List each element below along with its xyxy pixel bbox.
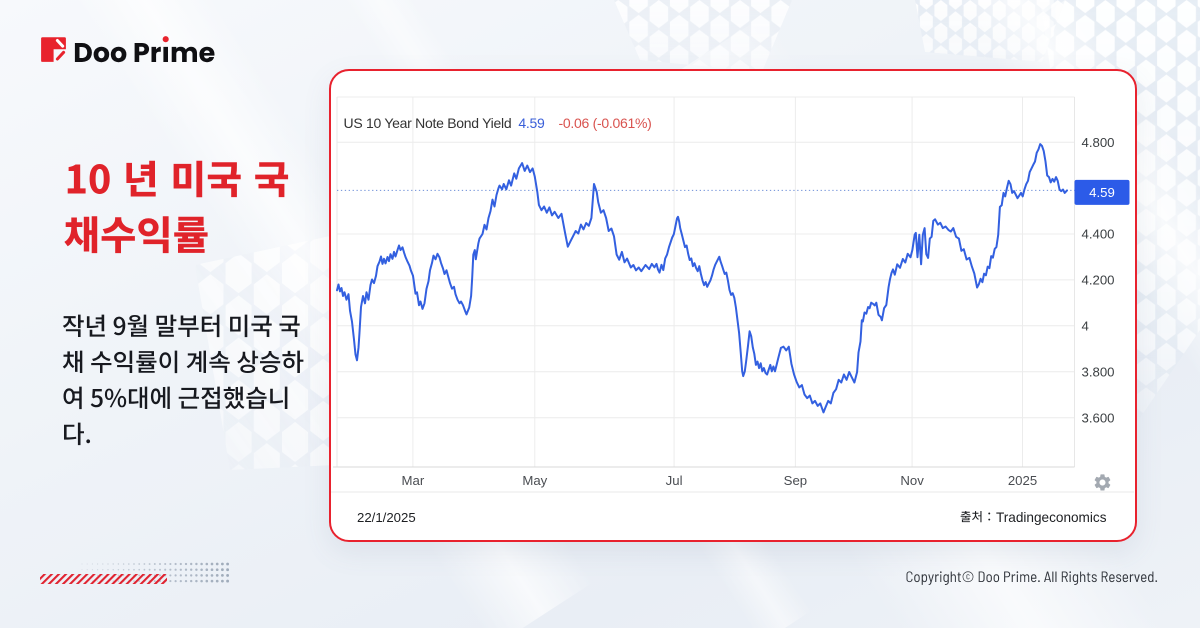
bottom-left-decoration: [40, 562, 230, 584]
chart-change: -0.06 (-0.061%): [558, 115, 652, 131]
logo-slash-white: [55, 39, 65, 48]
x-tick-label-2025: 2025: [1008, 473, 1037, 488]
headline-line-1-glyphs: [68, 160, 289, 198]
chart-title-row: US 10 Year Note Bond Yield 4.59 -0.06 (-0.…: [344, 115, 652, 131]
body-paragraph: 작년 9월 말부터 미국 국채 수익률이 계속 상승하여 5%대에 근접했습니다…: [62, 305, 322, 457]
hatched-bar: [40, 574, 167, 584]
yield-line-chart[interactable]: 4.800 4.400 4.200 4 3.800 3.600 Mar May Jul Sep No…: [331, 71, 1134, 539]
yield-line-series: [336, 143, 1068, 414]
doo-prime-logo-wordmark: [74, 36, 215, 63]
y-tick-label-4.400: 4.400: [1082, 227, 1115, 242]
headline: 10 년 미국 국 채수익률: [62, 155, 322, 267]
source-label-glyphs: [960, 510, 991, 522]
wordmark-i-dot: [162, 36, 169, 43]
y-tick-label-3.600: 3.600: [1082, 410, 1115, 425]
body-line-2-glyphs: [62, 350, 303, 374]
x-tick-label-Nov: Nov: [900, 473, 924, 488]
logo-slash-red: [55, 50, 66, 61]
x-tick-label-Mar: Mar: [402, 473, 425, 488]
current-value-badge-text: 4.59: [1089, 185, 1115, 200]
source-name: Tradingeconomics: [995, 509, 1107, 525]
x-tick-label-May: May: [522, 473, 547, 488]
chart-source: 출처：Tradingeconomics: [960, 510, 1107, 525]
y-tick-label-4: 4: [1082, 318, 1089, 333]
x-tick-label-Sep: Sep: [784, 473, 807, 488]
brand-logo: Doo Prime: [41, 30, 241, 70]
y-tick-label-4.200: 4.200: [1082, 273, 1115, 288]
y-tick-label-4.800: 4.800: [1082, 135, 1115, 150]
x-tick-label-Jul: Jul: [666, 473, 683, 488]
body-line-3-glyphs: [63, 386, 287, 410]
copyright-text: Copyright© Doo Prime. All Rights Reserve…: [878, 566, 1158, 588]
bond-yield-chart-card: 4.800 4.400 4.200 4 3.800 3.600 Mar May Jul Sep No…: [329, 69, 1137, 542]
y-tick-label-3.800: 3.800: [1082, 364, 1115, 379]
logo-square: [41, 37, 66, 62]
body-line-4-glyphs: [63, 422, 90, 446]
chart-last-value: 4.59: [518, 115, 545, 131]
gear-icon[interactable]: [1094, 474, 1111, 491]
headline-line-2-glyphs: [64, 216, 208, 254]
current-value-badge: [1074, 179, 1130, 205]
chart-title: US 10 Year Note Bond Yield: [343, 115, 512, 131]
doo-prime-logo-icon: [41, 37, 66, 62]
chart-date-label: 22/1/2025: [357, 509, 416, 525]
wordmark-glyphs: [74, 43, 215, 63]
copyright-glyphs: [906, 571, 1158, 586]
body-line-1-glyphs: [62, 314, 300, 338]
